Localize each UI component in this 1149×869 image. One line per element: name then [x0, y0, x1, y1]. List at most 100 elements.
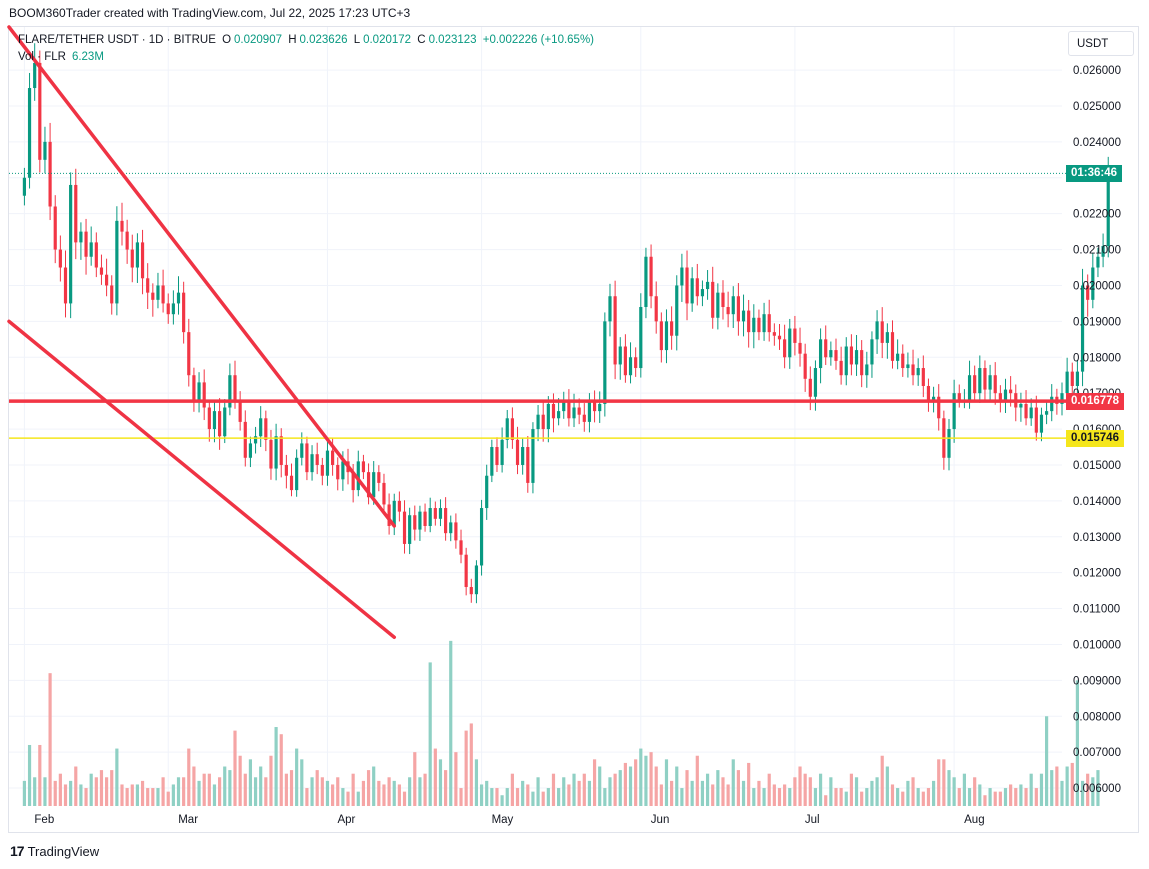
candle-body	[783, 339, 787, 358]
volume-bar	[890, 784, 895, 806]
open-label: O	[222, 34, 232, 46]
candle-body	[572, 407, 576, 419]
candle-body	[711, 281, 715, 318]
volume-bar	[716, 770, 720, 806]
candle-body	[197, 382, 201, 401]
volume-bar	[947, 770, 951, 806]
price-tick-label: 0.021000	[1073, 245, 1121, 257]
candle-body	[115, 220, 119, 304]
candle-body	[433, 508, 437, 519]
volume-bar	[793, 777, 797, 806]
candle-body	[680, 267, 684, 286]
candle-body	[860, 350, 864, 376]
volume-bar	[479, 784, 484, 806]
candle-body	[156, 285, 160, 300]
candle-body	[361, 461, 366, 473]
volume-bar	[957, 788, 961, 806]
candle-body	[741, 310, 746, 322]
volume-bar	[305, 788, 309, 806]
price-tick-label: 0.019000	[1073, 316, 1121, 328]
symbol-legend: FLARE/TETHER USDT · 1D · BITRUE O 0.02090…	[18, 34, 597, 46]
candle-body	[716, 292, 720, 318]
candle-body	[192, 375, 196, 401]
volume-bar	[839, 788, 843, 806]
candle-body	[623, 346, 627, 376]
candle-body	[212, 411, 217, 430]
volume-bar	[896, 788, 900, 806]
volume-bar	[176, 777, 181, 806]
candle-body	[464, 554, 468, 588]
candle-body	[526, 447, 530, 483]
volume-bar	[639, 748, 643, 806]
candle-body	[474, 565, 479, 595]
volume-bar	[408, 777, 412, 806]
volume-bar	[485, 780, 489, 806]
candle-body	[634, 357, 638, 369]
candles	[22, 43, 1110, 604]
volume-bar	[243, 773, 247, 806]
volume-bar	[526, 784, 530, 806]
candle-body	[1065, 371, 1069, 394]
volume-bar	[346, 791, 350, 806]
candle-body	[952, 393, 956, 430]
candle-body	[824, 339, 828, 358]
volume-bar	[495, 788, 499, 806]
volume-bar	[978, 784, 982, 806]
volume-bar	[937, 759, 941, 806]
candle-body	[772, 332, 776, 336]
volume-bar	[269, 755, 273, 806]
volume-bar	[207, 773, 211, 806]
volume-bars	[22, 640, 1100, 806]
volume-bar	[469, 723, 473, 806]
candle-body	[449, 522, 453, 534]
candle-body	[500, 439, 504, 465]
candle-body	[705, 281, 710, 290]
volume-bar	[680, 788, 684, 806]
candle-body	[901, 353, 905, 369]
price-tick-label: 0.009000	[1073, 675, 1121, 687]
volume-bar	[366, 770, 371, 806]
volume-bar	[413, 752, 417, 806]
candle-body	[53, 206, 57, 250]
candle-body	[490, 447, 494, 476]
price-tick-label: 0.025000	[1073, 101, 1121, 113]
volume-bar	[356, 791, 360, 806]
candle-body	[870, 339, 874, 365]
volume-bar	[931, 780, 936, 806]
volume-bar	[382, 784, 386, 806]
volume-bar	[218, 777, 222, 806]
volume-bar	[1034, 788, 1038, 806]
resistance-price-tag: 0.016778	[1066, 392, 1124, 410]
volume-bar	[546, 788, 550, 806]
currency-button[interactable]: USDT	[1068, 31, 1134, 56]
volume-bar	[315, 770, 319, 806]
candle-body	[562, 400, 566, 412]
close-label: C	[417, 34, 426, 46]
volume-bar	[901, 791, 905, 806]
candle-body	[140, 242, 145, 279]
candle-body	[1034, 407, 1038, 433]
volume-bar	[264, 777, 268, 806]
candle-body	[557, 411, 561, 419]
candle-body	[351, 472, 355, 491]
volume-bar	[885, 766, 889, 806]
volume-bar	[120, 784, 124, 806]
volume-bar	[711, 784, 715, 806]
candle-body	[993, 375, 997, 394]
candle-body	[382, 482, 386, 505]
candle-body	[690, 278, 694, 304]
volume-bar	[74, 766, 78, 806]
tradingview-brand[interactable]: 17 TradingView	[10, 843, 99, 859]
candle-body	[479, 508, 484, 566]
candle-body	[38, 62, 42, 160]
volume-bar	[182, 777, 186, 806]
price-tick-label: 0.008000	[1073, 711, 1121, 723]
candle-body	[885, 332, 889, 343]
candle-body	[598, 403, 602, 412]
volume-bar	[53, 780, 57, 806]
chart-caption: BOOM360Trader created with TradingView.c…	[9, 6, 411, 20]
candle-body	[521, 447, 525, 465]
volume-bar	[223, 766, 227, 806]
candle-body	[567, 400, 571, 419]
